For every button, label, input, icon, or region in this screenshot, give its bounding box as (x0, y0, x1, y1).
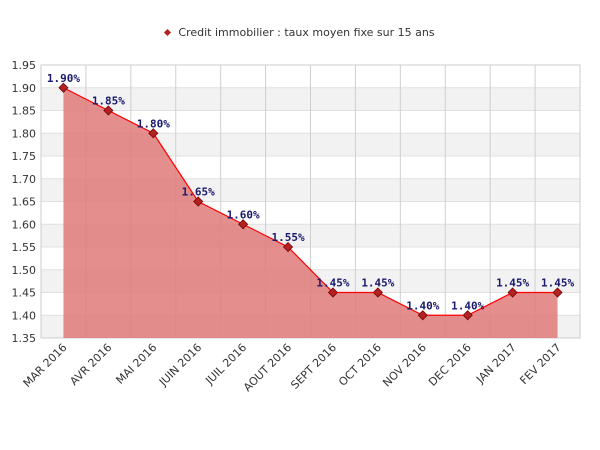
y-tick-label: 1.80 (12, 127, 37, 140)
data-label: 1.55% (271, 231, 304, 244)
data-labels: 1.90% 1.85% 1.80% 1.65% 1.60% 1.55% 1.45% 1.45%… (47, 72, 575, 313)
x-tick-label: MAR 2016 (21, 341, 70, 390)
series-area (63, 87, 558, 338)
legend: Credit immobilier : taux moyen fixe sur … (0, 26, 600, 39)
data-point (193, 196, 204, 207)
data-label: 1.45% (496, 277, 529, 290)
data-label: 1.40% (406, 299, 439, 312)
x-tick-label: NOV 2016 (380, 341, 429, 390)
x-tick-label: AVR 2016 (67, 341, 114, 388)
x-tick-label: JUIL 2016 (202, 341, 249, 388)
data-label: 1.45% (541, 277, 574, 290)
data-point (462, 310, 473, 321)
x-tick-label: AOUT 2016 (241, 341, 294, 394)
data-point (58, 82, 69, 93)
y-tick-label: 1.60 (12, 218, 37, 231)
data-point (507, 287, 518, 298)
series-markers (58, 82, 563, 321)
data-point (238, 219, 249, 230)
area-fill (63, 87, 558, 338)
y-tick-label: 1.45 (12, 287, 37, 300)
y-tick-label: 1.70 (12, 173, 37, 186)
x-tick-label: SEPT 2016 (288, 341, 339, 392)
data-label: 1.65% (182, 186, 215, 199)
data-point (148, 128, 159, 139)
data-label: 1.85% (92, 95, 125, 108)
data-point (282, 241, 294, 253)
data-point (103, 105, 114, 116)
data-point (552, 287, 563, 298)
y-tick-label: 1.65 (12, 196, 37, 209)
x-tick-label: OCT 2016 (336, 341, 384, 389)
data-point (417, 310, 428, 321)
data-label: 1.60% (227, 208, 260, 221)
data-label: 1.80% (137, 117, 170, 130)
x-tick-label: FEV 2017 (517, 341, 563, 387)
data-label: 1.90% (47, 72, 80, 85)
x-tick-label: MAI 2016 (114, 341, 160, 387)
data-label: 1.45% (361, 277, 394, 290)
y-tick-label: 1.95 (12, 59, 37, 72)
x-tick-label: DEC 2016 (426, 341, 474, 389)
y-axis: 1.95 1.90 1.85 1.80 1.75 1.70 1.65 1.60 1.55 1.50… (12, 59, 37, 345)
x-tick-label: JUIN 2016 (156, 341, 204, 389)
legend-label: Credit immobilier : taux moyen fixe sur … (178, 26, 435, 39)
y-tick-label: 1.75 (12, 150, 37, 163)
data-label: 1.45% (316, 277, 349, 290)
data-label: 1.40% (451, 299, 484, 312)
x-tick-label: JAN 2017 (473, 341, 518, 386)
y-tick-label: 1.50 (12, 264, 37, 277)
y-tick-label: 1.40 (12, 309, 37, 322)
y-tick-label: 1.90 (12, 82, 37, 95)
data-point (372, 287, 383, 298)
series-line (63, 87, 558, 316)
y-tick-label: 1.55 (12, 241, 37, 254)
y-tick-label: 1.85 (12, 105, 37, 118)
data-point (327, 287, 339, 298)
y-tick-label: 1.35 (12, 332, 37, 345)
